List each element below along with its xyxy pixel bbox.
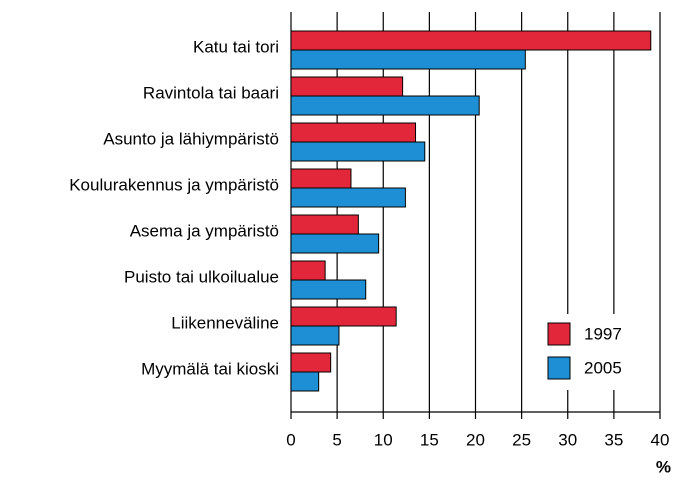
x-tick-label: 0 xyxy=(286,430,295,449)
x-tick-label: 15 xyxy=(420,430,439,449)
x-tick-label: 20 xyxy=(466,430,485,449)
legend-swatch xyxy=(547,356,571,380)
y-tick-label: Liikenneväline xyxy=(171,313,279,332)
bar xyxy=(290,168,352,189)
bar xyxy=(290,95,480,116)
bar xyxy=(290,30,652,51)
bar xyxy=(290,141,426,162)
bar xyxy=(290,306,397,327)
y-tick-label: Asunto ja lähiympäristö xyxy=(103,129,279,148)
y-tick-label: Asema ja ympäristö xyxy=(130,221,279,240)
bar xyxy=(290,49,526,70)
bar xyxy=(290,371,320,392)
bar xyxy=(290,122,417,143)
x-tick-label: 5 xyxy=(332,430,341,449)
bar xyxy=(290,76,404,97)
y-tick-label: Katu tai tori xyxy=(193,37,279,56)
x-tick-label: 30 xyxy=(558,430,577,449)
y-tick-label: Puisto tai ulkoilualue xyxy=(124,267,279,286)
x-tick-label: 35 xyxy=(604,430,623,449)
x-tick-label: 40 xyxy=(651,430,670,449)
y-tick-label: Koulurakennus ja ympäristö xyxy=(69,175,279,194)
y-tick-label: Ravintola tai baari xyxy=(143,83,279,102)
bar xyxy=(290,233,380,254)
x-tick-label: 25 xyxy=(512,430,531,449)
bar xyxy=(290,279,367,300)
legend-label: 2005 xyxy=(584,358,622,377)
bar xyxy=(290,214,359,235)
y-tick-label: Myymälä tai kioski xyxy=(141,359,279,378)
bar xyxy=(290,352,332,373)
x-axis-label: % xyxy=(656,457,671,476)
bar xyxy=(290,187,406,208)
bar xyxy=(290,260,326,281)
x-tick-label: 10 xyxy=(374,430,393,449)
legend-swatch xyxy=(547,322,571,346)
legend-label: 1997 xyxy=(584,324,622,343)
bar xyxy=(290,325,340,346)
